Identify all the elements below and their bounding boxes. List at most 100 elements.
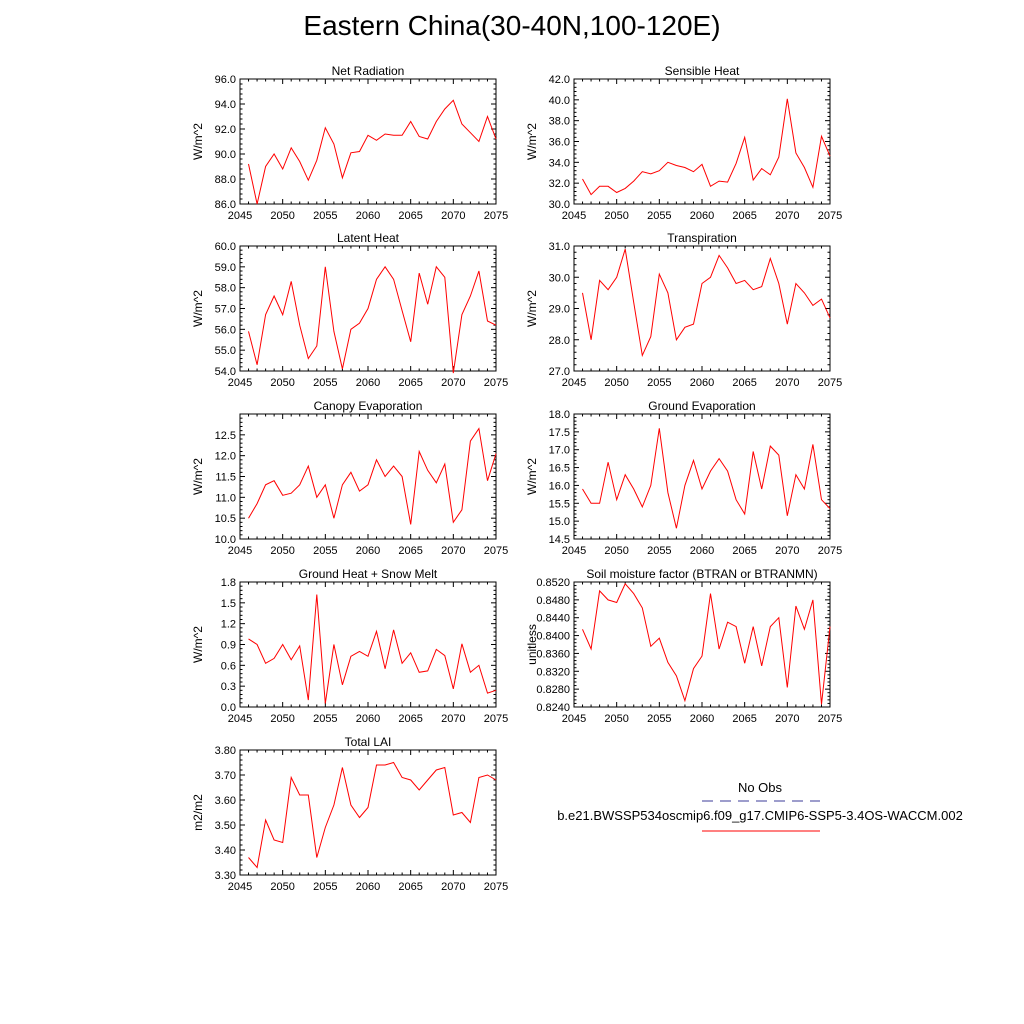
y-tick-label: 3.70 — [215, 770, 236, 782]
y-tick-label: 60.0 — [215, 241, 236, 253]
y-tick-label: 1.2 — [221, 619, 236, 631]
x-tick-label: 2075 — [484, 545, 508, 557]
plot-frame — [239, 749, 497, 876]
panel-title: Canopy Evaporation — [314, 399, 423, 413]
panel-title: Soil moisture factor (BTRAN or BTRANMN) — [586, 567, 817, 581]
y-tick-label: 0.8280 — [536, 684, 570, 696]
panel-title: Transpiration — [667, 231, 737, 245]
y-axis-label: W/m^2 — [191, 290, 205, 327]
y-tick-label: 0.3 — [221, 681, 236, 693]
x-tick-label: 2060 — [356, 713, 380, 725]
x-tick-label: 2045 — [228, 881, 252, 893]
plot-frame — [573, 78, 831, 205]
y-tick-label: 54.0 — [215, 366, 236, 378]
y-tick-label: 30.0 — [549, 272, 570, 284]
y-tick-label: 17.0 — [549, 445, 570, 457]
y-tick-label: 12.5 — [215, 430, 236, 442]
x-tick-label: 2075 — [484, 377, 508, 389]
x-tick-label: 2075 — [818, 377, 842, 389]
y-tick-label: 92.0 — [215, 124, 236, 136]
x-tick-label: 2055 — [647, 210, 671, 222]
x-tick-label: 2065 — [398, 713, 422, 725]
x-tick-label: 2045 — [228, 713, 252, 725]
x-tick-label: 2075 — [818, 545, 842, 557]
y-axis-label: W/m^2 — [191, 626, 205, 663]
panel-title: Latent Heat — [337, 231, 400, 245]
y-axis-label: unitless — [525, 624, 539, 665]
y-tick-label: 16.0 — [549, 480, 570, 492]
legend-entry-model: b.e21.BWSSP534oscmip6.f09_g17.CMIP6-SSP5… — [557, 808, 963, 823]
x-tick-label: 2070 — [441, 377, 465, 389]
y-axis-label: W/m^2 — [525, 123, 539, 160]
x-tick-label: 2045 — [228, 210, 252, 222]
y-tick-label: 17.5 — [549, 427, 570, 439]
series-line — [248, 427, 497, 525]
x-tick-label: 2050 — [270, 713, 294, 725]
x-tick-label: 2060 — [356, 210, 380, 222]
x-tick-label: 2060 — [690, 545, 714, 557]
y-tick-label: 11.5 — [215, 472, 236, 484]
x-tick-label: 2045 — [562, 713, 586, 725]
y-tick-label: 88.0 — [215, 174, 236, 186]
y-tick-label: 3.60 — [215, 795, 236, 807]
x-tick-label: 2050 — [604, 210, 628, 222]
panel-title: Net Radiation — [332, 64, 405, 78]
x-tick-label: 2055 — [313, 377, 337, 389]
x-tick-label: 2045 — [228, 377, 252, 389]
y-tick-label: 0.8480 — [536, 595, 570, 607]
x-tick-label: 2060 — [690, 713, 714, 725]
x-tick-label: 2055 — [313, 713, 337, 725]
series-line — [582, 428, 831, 529]
x-tick-label: 2065 — [398, 210, 422, 222]
chart-panel: Ground Evaporation 2045 2050 2055 2060 2065 20… — [525, 399, 842, 557]
plot-frame — [573, 245, 831, 372]
legend: No Obs b.e21.BWSSP534oscmip6.f09_g17.CMIP… — [557, 780, 963, 832]
x-tick-label: 2065 — [732, 210, 756, 222]
legend-entry-no-obs: No Obs — [738, 780, 783, 795]
panel-title: Sensible Heat — [665, 64, 740, 78]
y-tick-label: 0.8520 — [536, 577, 570, 589]
x-tick-label: 2050 — [270, 881, 294, 893]
x-tick-label: 2050 — [604, 377, 628, 389]
y-tick-label: 3.50 — [215, 820, 236, 832]
x-tick-label: 2065 — [398, 377, 422, 389]
panel-title: Ground Heat + Snow Melt — [299, 567, 438, 581]
x-tick-label: 2060 — [356, 377, 380, 389]
y-tick-label: 55.0 — [215, 345, 236, 357]
x-tick-label: 2065 — [398, 545, 422, 557]
y-tick-label: 0.9 — [221, 640, 236, 652]
y-axis-label: W/m^2 — [525, 290, 539, 327]
y-tick-label: 3.30 — [215, 870, 236, 882]
x-tick-label: 2070 — [441, 881, 465, 893]
x-tick-label: 2075 — [484, 881, 508, 893]
x-tick-label: 2050 — [604, 713, 628, 725]
series-line — [248, 761, 497, 869]
y-tick-label: 38.0 — [549, 116, 570, 128]
y-tick-label: 56.0 — [215, 324, 236, 336]
y-tick-label: 0.8400 — [536, 631, 570, 643]
y-tick-label: 58.0 — [215, 283, 236, 295]
series-line — [248, 594, 497, 704]
x-tick-label: 2055 — [647, 377, 671, 389]
chart-panel: Net Radiation 2045 2050 2055 2060 2065 2070 207… — [191, 64, 508, 222]
series-line — [248, 265, 497, 374]
x-tick-label: 2055 — [313, 210, 337, 222]
page-title: Eastern China(30-40N,100-120E) — [303, 10, 721, 41]
y-tick-label: 32.0 — [549, 178, 570, 190]
y-tick-label: 40.0 — [549, 95, 570, 107]
x-tick-label: 2055 — [313, 545, 337, 557]
x-tick-label: 2070 — [775, 210, 799, 222]
chart-panel: Transpiration 2045 2050 2055 2060 2065 2070 207… — [525, 231, 842, 389]
x-tick-label: 2055 — [647, 545, 671, 557]
y-tick-label: 57.0 — [215, 304, 236, 316]
x-tick-label: 2045 — [562, 545, 586, 557]
panel-title: Total LAI — [345, 735, 392, 749]
y-tick-label: 14.5 — [549, 534, 570, 546]
y-tick-label: 10.5 — [215, 513, 236, 525]
panel-title: Ground Evaporation — [648, 399, 755, 413]
y-tick-label: 34.0 — [549, 157, 570, 169]
x-tick-label: 2060 — [690, 377, 714, 389]
y-tick-label: 30.0 — [549, 199, 570, 211]
x-tick-label: 2070 — [441, 210, 465, 222]
x-tick-label: 2070 — [775, 713, 799, 725]
